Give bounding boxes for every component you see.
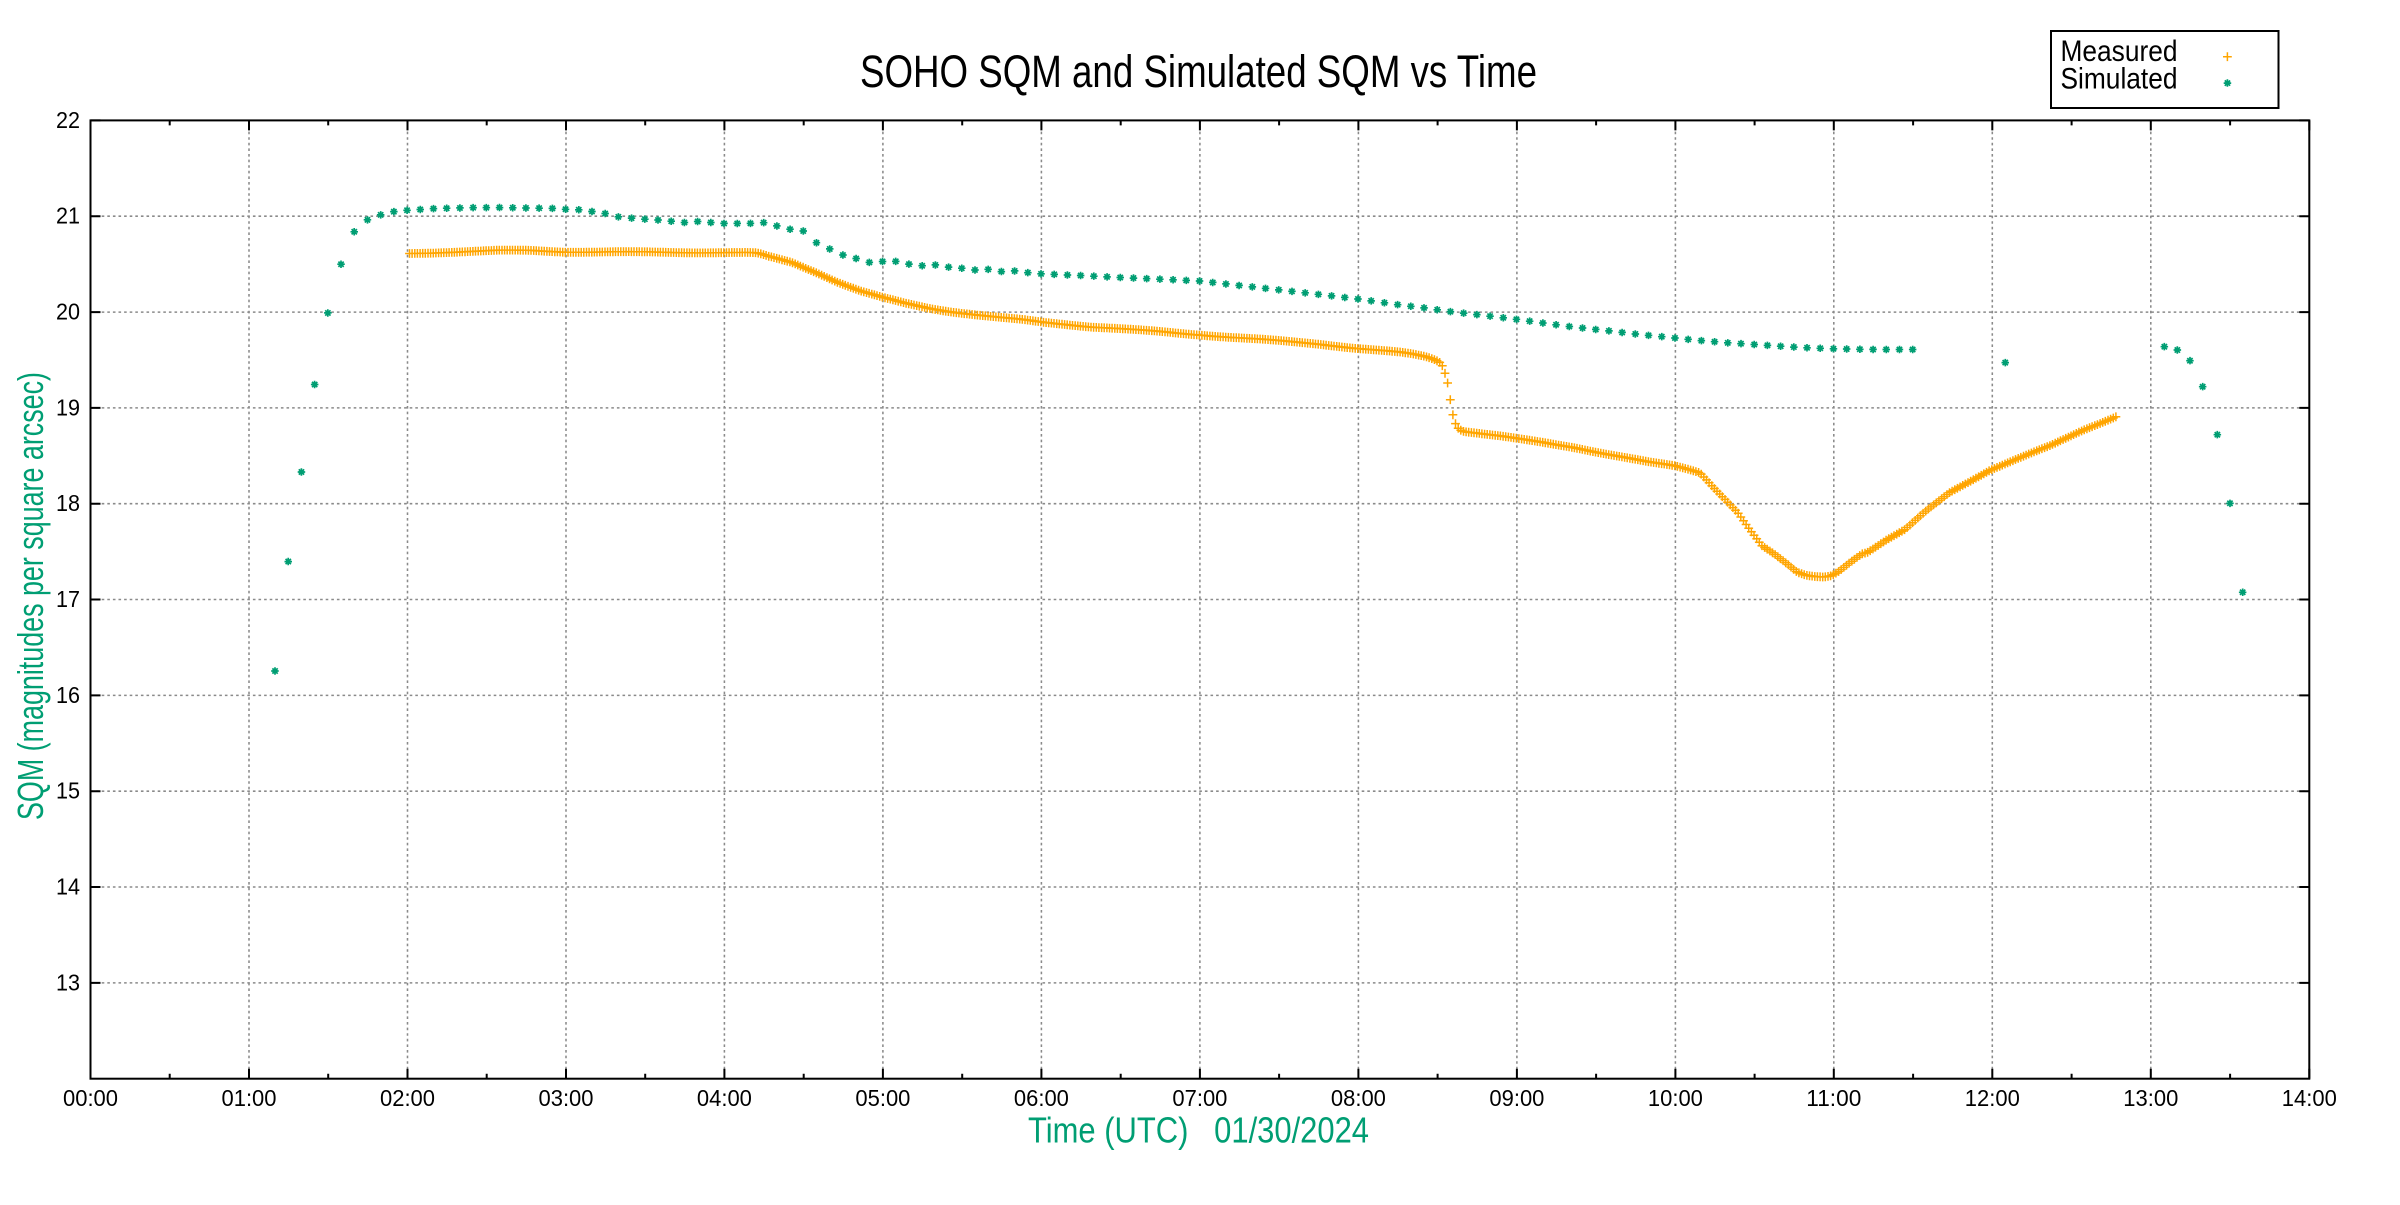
svg-text:10:00: 10:00	[1648, 1085, 1703, 1111]
svg-text:12:00: 12:00	[1965, 1085, 2020, 1111]
svg-text:04:00: 04:00	[697, 1085, 752, 1111]
svg-text:02:00: 02:00	[380, 1085, 435, 1111]
svg-text:03:00: 03:00	[539, 1085, 594, 1111]
svg-text:Measured: Measured	[2061, 35, 2178, 68]
svg-text:08:00: 08:00	[1331, 1085, 1386, 1111]
svg-text:01:00: 01:00	[222, 1085, 277, 1111]
svg-text:Simulated: Simulated	[2061, 63, 2178, 96]
svg-text:11:00: 11:00	[1806, 1085, 1861, 1111]
svg-text:09:00: 09:00	[1489, 1085, 1544, 1111]
svg-text:06:00: 06:00	[1014, 1085, 1069, 1111]
svg-text:21: 21	[56, 203, 80, 229]
svg-text:18: 18	[56, 490, 80, 516]
svg-text:Time (UTC) 01/30/2024: Time (UTC) 01/30/2024	[1028, 1110, 1369, 1151]
svg-text:SOHO SQM and Simulated SQM vs: SOHO SQM and Simulated SQM vs Time	[860, 46, 1537, 97]
svg-text:07:00: 07:00	[1172, 1085, 1227, 1111]
svg-text:14:00: 14:00	[2282, 1085, 2337, 1111]
svg-text:13:00: 13:00	[2123, 1085, 2178, 1111]
svg-text:14: 14	[56, 874, 80, 900]
svg-text:15: 15	[56, 778, 80, 804]
svg-text:22: 22	[56, 107, 80, 133]
svg-text:00:00: 00:00	[63, 1085, 118, 1111]
svg-text:17: 17	[56, 586, 80, 612]
svg-text:16: 16	[56, 682, 80, 708]
svg-text:20: 20	[56, 299, 80, 325]
svg-text:13: 13	[56, 969, 80, 995]
svg-text:SQM (magnitudes per square arc: SQM (magnitudes per square arcsec)	[10, 372, 51, 820]
svg-text:05:00: 05:00	[855, 1085, 910, 1111]
svg-text:19: 19	[56, 394, 80, 420]
